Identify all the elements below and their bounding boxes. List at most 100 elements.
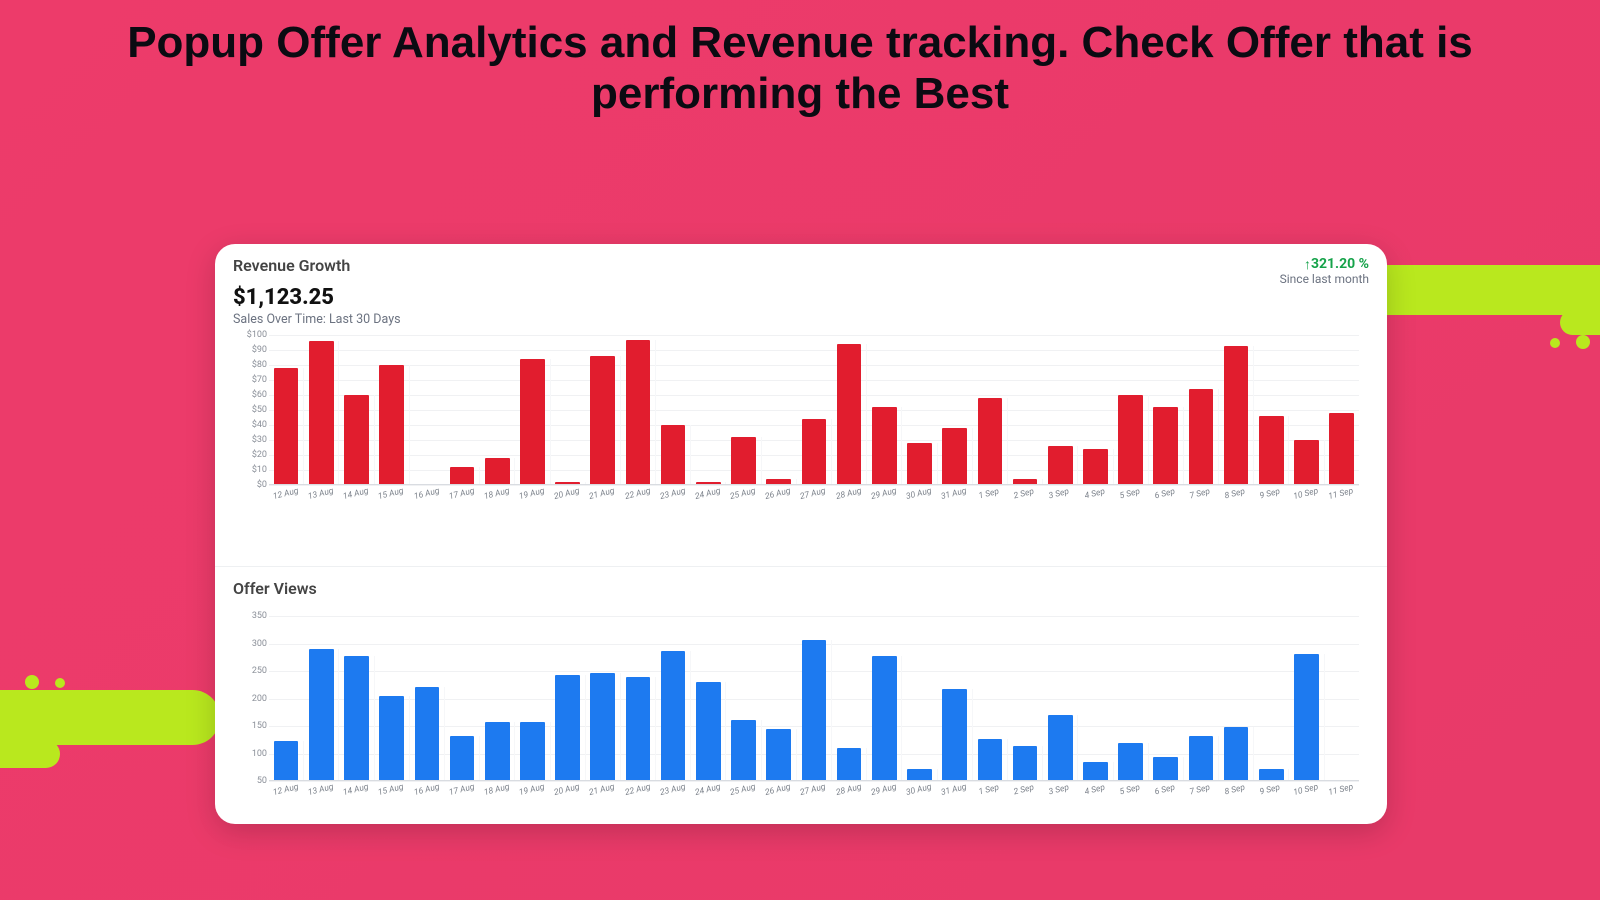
x-tick-label: 18 Aug	[479, 781, 519, 813]
bar-slot	[1078, 449, 1113, 485]
revenue-x-labels: 12 Aug13 Aug14 Aug15 Aug16 Aug17 Aug18 A…	[269, 485, 1359, 509]
bar	[978, 398, 1003, 485]
x-tick-label: 13 Aug	[303, 485, 343, 517]
y-tick-label: 300	[252, 639, 267, 649]
revenue-bar-chart: $100$90$80$70$60$50$40$30$20$10$0	[269, 335, 1359, 485]
bar-slot	[797, 640, 832, 781]
x-tick-label: 6 Sep	[1146, 781, 1186, 813]
bar	[590, 673, 615, 781]
bar-slot	[586, 673, 621, 781]
x-tick-label: 4 Sep	[1076, 485, 1116, 517]
y-tick-label: 150	[252, 721, 267, 731]
bar-slot	[1043, 446, 1078, 485]
bar-slot	[269, 368, 304, 485]
bar-slot	[1114, 743, 1149, 781]
bar	[1083, 762, 1108, 781]
revenue-panel-title: Revenue Growth	[233, 256, 1369, 275]
bar-slot	[691, 682, 726, 781]
bar-slot	[445, 736, 480, 781]
bar-slot	[410, 687, 445, 781]
x-tick-label: 29 Aug	[865, 781, 905, 813]
bar	[766, 729, 791, 781]
bar	[696, 682, 721, 781]
revenue-subtitle: Sales Over Time: Last 30 Days	[233, 312, 1369, 327]
bar-slot	[1219, 346, 1254, 486]
bar	[485, 458, 510, 485]
bar	[1153, 757, 1178, 781]
y-tick-label: $60	[252, 390, 267, 400]
x-tick-label: 11 Sep	[1322, 781, 1362, 813]
y-tick-label: $90	[252, 345, 267, 355]
x-tick-label: 5 Sep	[1111, 485, 1151, 517]
x-tick-label: 3 Sep	[1041, 781, 1081, 813]
bar	[1224, 346, 1249, 486]
y-tick-label: $30	[252, 435, 267, 445]
y-tick-label: $80	[252, 360, 267, 370]
bar-slot	[832, 344, 867, 485]
decorative-dot	[55, 678, 65, 688]
bar-slot	[551, 675, 586, 781]
bar-slot	[1325, 413, 1359, 485]
bar-slot	[339, 395, 374, 485]
bar-slot	[480, 722, 515, 781]
x-tick-label: 22 Aug	[619, 781, 659, 813]
bar	[344, 656, 369, 781]
x-tick-label: 24 Aug	[689, 781, 729, 813]
decorative-dot	[1550, 338, 1560, 348]
y-tick-label: 100	[252, 749, 267, 759]
y-tick-label: $0	[257, 480, 267, 490]
x-tick-label: 15 Aug	[373, 485, 413, 517]
bar-slot	[1219, 727, 1254, 781]
bar-slot	[762, 729, 797, 781]
bar-slot	[867, 656, 902, 781]
x-tick-label: 3 Sep	[1041, 485, 1081, 517]
bar	[626, 677, 651, 781]
bar	[837, 748, 862, 781]
x-tick-label: 1 Sep	[971, 781, 1011, 813]
y-tick-label: 250	[252, 666, 267, 676]
revenue-delta: ↑321.20 % Since last month	[1280, 255, 1369, 286]
bar-slot	[797, 419, 832, 485]
bar-slot	[1184, 389, 1219, 485]
x-tick-label: 2 Sep	[1006, 485, 1046, 517]
x-tick-label: 22 Aug	[619, 485, 659, 517]
revenue-delta-pct: ↑321.20 %	[1280, 255, 1369, 272]
x-tick-label: 9 Sep	[1252, 781, 1292, 813]
bar	[1189, 736, 1214, 781]
bar	[309, 341, 334, 485]
x-tick-label: 27 Aug	[795, 485, 835, 517]
x-tick-label: 30 Aug	[900, 781, 940, 813]
bar-slot	[1043, 715, 1078, 781]
x-tick-label: 27 Aug	[795, 781, 835, 813]
bar-slot	[586, 356, 621, 485]
bar-slot	[480, 458, 515, 485]
bar-slot	[1114, 395, 1149, 485]
bar-slot	[1289, 440, 1324, 485]
x-tick-label: 13 Aug	[303, 781, 343, 813]
y-tick-label: 200	[252, 694, 267, 704]
bar	[731, 720, 756, 781]
views-panel-title: Offer Views	[233, 579, 1369, 598]
bar-slot	[621, 340, 656, 486]
x-tick-label: 25 Aug	[725, 781, 765, 813]
bar	[450, 467, 475, 485]
bar-slot	[1289, 654, 1324, 781]
bar-slot	[656, 651, 691, 781]
bar-slot	[1008, 746, 1043, 781]
bar	[978, 739, 1003, 781]
bar	[274, 741, 299, 781]
revenue-growth-panel: Revenue Growth $1,123.25 ↑321.20 % Since…	[215, 244, 1387, 567]
x-tick-label: 8 Sep	[1217, 781, 1257, 813]
bar-slot	[973, 398, 1008, 485]
x-tick-label: 17 Aug	[443, 485, 483, 517]
arrow-up-icon: ↑	[1304, 256, 1311, 273]
y-tick-label: $20	[252, 450, 267, 460]
x-tick-label: 26 Aug	[760, 781, 800, 813]
bar	[379, 696, 404, 781]
x-tick-label: 25 Aug	[725, 485, 765, 517]
bar-slot	[938, 689, 973, 781]
bar-slot	[1184, 736, 1219, 781]
x-tick-label: 10 Sep	[1287, 485, 1327, 517]
x-tick-label: 18 Aug	[479, 485, 519, 517]
bar-slot	[938, 428, 973, 485]
